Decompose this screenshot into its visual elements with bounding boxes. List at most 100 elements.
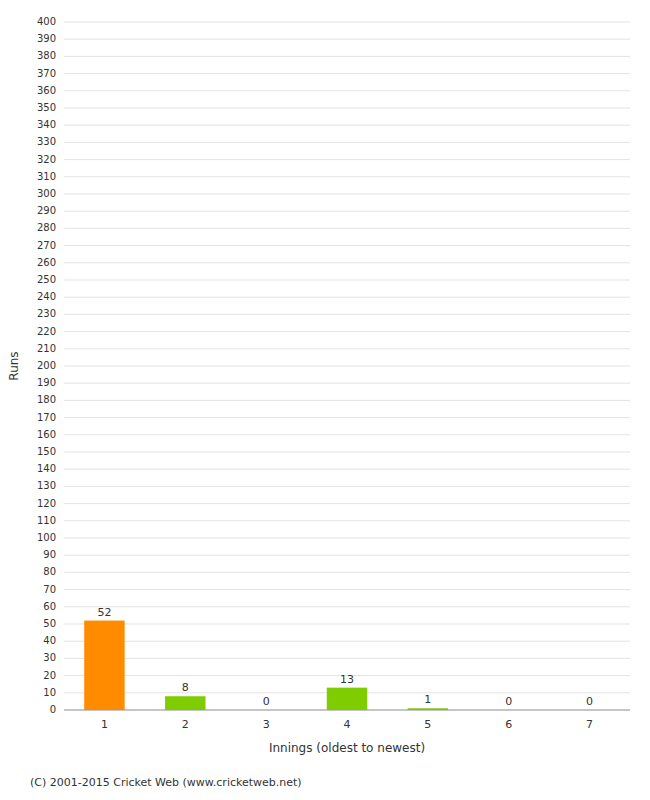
x-axis-line	[64, 710, 630, 711]
y-tick-label: 140	[37, 463, 56, 474]
y-tick-label: 370	[37, 68, 56, 79]
y-tick-label: 180	[37, 394, 56, 405]
grid-line	[64, 176, 630, 177]
grid-line	[64, 452, 630, 453]
y-tick-label: 30	[43, 652, 56, 663]
grid-line	[64, 383, 630, 384]
grid-line	[64, 262, 630, 263]
data-label: 52	[97, 606, 111, 619]
grid-line	[64, 710, 630, 711]
grid-line	[64, 658, 630, 659]
grid-line	[64, 314, 630, 315]
x-tick-label: 2	[182, 718, 189, 731]
y-tick-label: 100	[37, 532, 56, 543]
y-tick-label: 310	[37, 171, 56, 182]
y-tick-label: 10	[43, 687, 56, 698]
y-tick-label: 130	[37, 480, 56, 491]
grid-line	[64, 297, 630, 298]
y-tick-label: 230	[37, 308, 56, 319]
x-tick-label: 3	[263, 718, 270, 731]
grid-line	[64, 503, 630, 504]
y-tick-label: 80	[43, 566, 56, 577]
data-labels: 52 8 0 13 1 0 0	[97, 606, 593, 708]
y-tick-label: 300	[37, 188, 56, 199]
grid-line	[64, 142, 630, 143]
y-tick-label: 260	[37, 257, 56, 268]
y-tick-label: 210	[37, 343, 56, 354]
y-tick-label: 160	[37, 429, 56, 440]
y-tick-label: 320	[37, 154, 56, 165]
y-tick-label: 170	[37, 412, 56, 423]
y-tick-label: 220	[37, 326, 56, 337]
grid-line	[64, 211, 630, 212]
y-tick-label: 20	[43, 670, 56, 681]
y-tick-label: 390	[37, 33, 56, 44]
x-tick-label: 6	[505, 718, 512, 731]
y-tick-label: 280	[37, 222, 56, 233]
grid-line	[64, 486, 630, 487]
y-tick-label: 240	[37, 291, 56, 302]
data-label: 8	[182, 681, 189, 694]
y-tick-label: 50	[43, 618, 56, 629]
y-axis: 0102030405060708090100110120130140150160…	[37, 16, 56, 715]
y-tick-label: 340	[37, 119, 56, 130]
grid-line	[64, 572, 630, 573]
grid-line	[64, 624, 630, 625]
x-axis-label: Innings (oldest to newest)	[269, 741, 425, 755]
x-tick-label: 5	[424, 718, 431, 731]
x-tick-label: 4	[344, 718, 351, 731]
y-tick-label: 190	[37, 377, 56, 388]
grid-line	[64, 56, 630, 57]
grid-line	[64, 434, 630, 435]
y-tick-label: 360	[37, 85, 56, 96]
grid-line	[64, 606, 630, 607]
data-label: 0	[586, 695, 593, 708]
footer-note: (C) 2001-2015 Cricket Web (www.cricketwe…	[30, 776, 302, 789]
grid-line	[64, 280, 630, 281]
bars	[84, 621, 448, 710]
y-tick-label: 250	[37, 274, 56, 285]
y-tick-label: 60	[43, 601, 56, 612]
bar	[84, 621, 124, 710]
y-tick-label: 200	[37, 360, 56, 371]
grid-line	[64, 331, 630, 332]
data-label: 0	[505, 695, 512, 708]
grid-line	[64, 538, 630, 539]
x-axis: 1 2 3 4 5 6 7	[101, 718, 593, 731]
y-tick-label: 380	[37, 50, 56, 61]
grid-line	[64, 589, 630, 590]
grid-line	[64, 39, 630, 40]
data-label: 1	[424, 693, 431, 706]
data-label: 0	[263, 695, 270, 708]
grid-line	[64, 469, 630, 470]
y-tick-label: 110	[37, 515, 56, 526]
x-tick-label: 7	[586, 718, 593, 731]
grid-line	[64, 228, 630, 229]
y-tick-label: 350	[37, 102, 56, 113]
data-label: 13	[340, 673, 354, 686]
grid-line	[64, 159, 630, 160]
y-tick-label: 270	[37, 240, 56, 251]
grid-line	[64, 400, 630, 401]
y-axis-label: Runs	[7, 351, 21, 380]
grid-line	[64, 194, 630, 195]
y-tick-label: 330	[37, 136, 56, 147]
grid-line	[64, 641, 630, 642]
y-tick-label: 40	[43, 635, 56, 646]
y-tick-label: 290	[37, 205, 56, 216]
grid-line	[64, 366, 630, 367]
grid-line	[64, 90, 630, 91]
grid-line	[64, 520, 630, 521]
grid-line	[64, 108, 630, 109]
y-tick-label: 70	[43, 584, 56, 595]
grid-line	[64, 245, 630, 246]
grid-line	[64, 125, 630, 126]
grid-line	[64, 73, 630, 74]
x-tick-label: 1	[101, 718, 108, 731]
y-tick-label: 0	[50, 704, 56, 715]
y-tick-label: 90	[43, 549, 56, 560]
grid	[64, 22, 630, 710]
grid-line	[64, 348, 630, 349]
bar	[165, 696, 205, 710]
y-tick-label: 150	[37, 446, 56, 457]
